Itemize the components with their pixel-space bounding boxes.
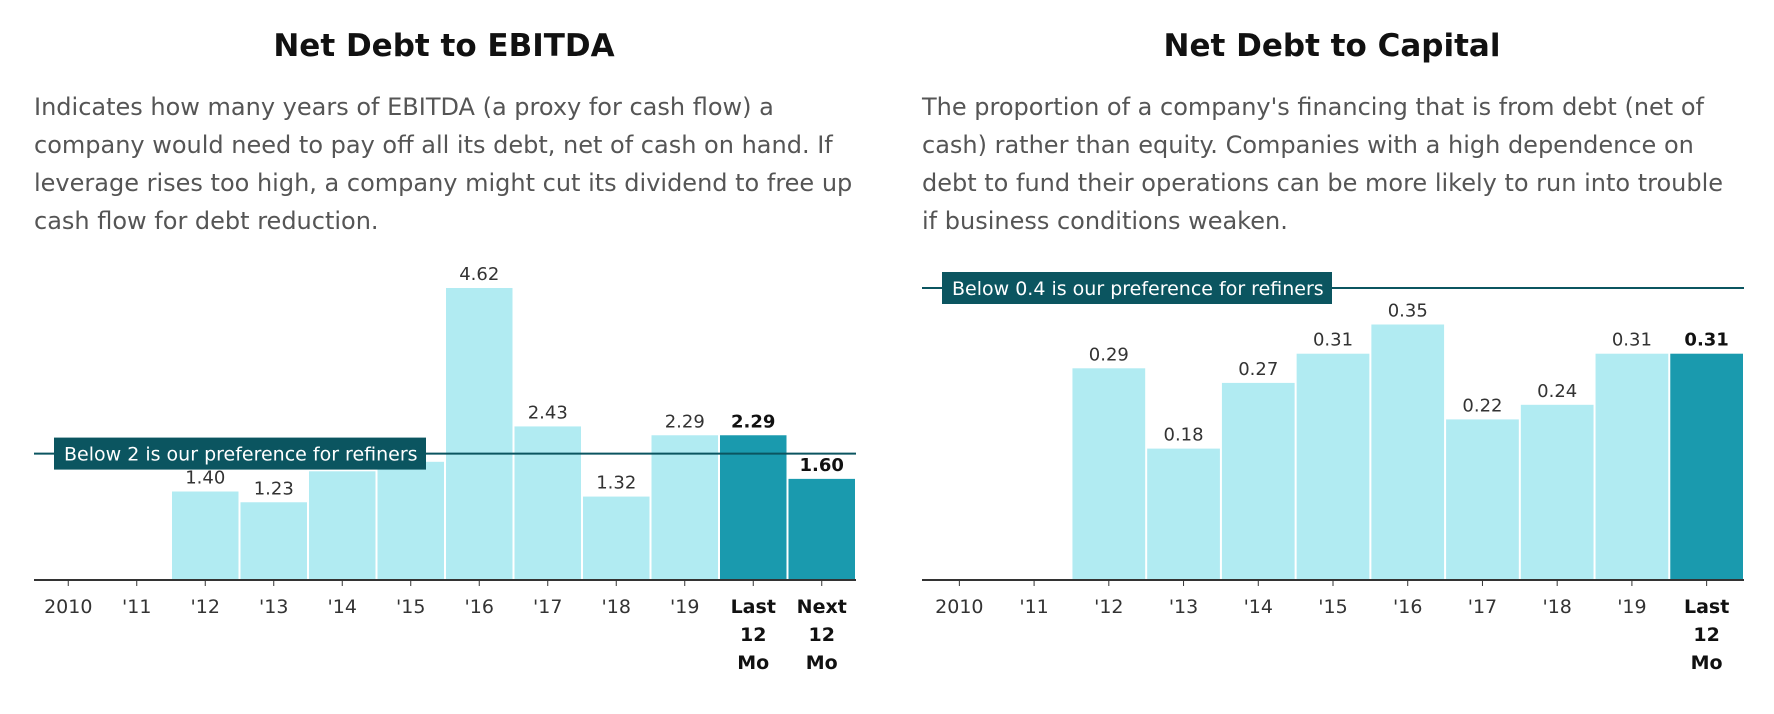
data-label-3: 0.18 xyxy=(1164,425,1204,446)
data-label-9: 0.31 xyxy=(1612,330,1652,351)
x-tick-label-10: 12 xyxy=(1693,624,1719,646)
x-tick-label-6: '16 xyxy=(465,596,494,618)
data-label-6: 4.62 xyxy=(459,264,499,285)
x-tick-label-11: Mo xyxy=(806,652,838,674)
bar-5 xyxy=(377,461,444,580)
net-debt-to-ebitda-chart: 1.40 1.23 4.62 2.43 1.32 2.29 2.29 1.60 Below 2 … xyxy=(34,264,856,674)
x-tick-label-3: '13 xyxy=(259,596,288,618)
reference-label-box xyxy=(942,272,1332,304)
x-tick-label-5: '15 xyxy=(1318,596,1347,618)
x-tick-label-10: Last xyxy=(1684,596,1729,618)
data-label-8: 1.32 xyxy=(596,473,636,494)
x-tick-label-7: '17 xyxy=(1468,596,1497,618)
bar-4 xyxy=(309,471,376,580)
data-label-6: 0.35 xyxy=(1388,301,1428,322)
x-tick-label-2: '12 xyxy=(191,596,220,618)
bar-6 xyxy=(446,288,513,580)
x-tick-label-8: '18 xyxy=(1542,596,1571,618)
reference-label: Below 2 is our preference for refiners xyxy=(64,444,418,466)
x-tick-label-4: '14 xyxy=(1244,596,1273,618)
x-tick-label-10: Mo xyxy=(737,652,769,674)
x-tick-label-11: 12 xyxy=(809,624,835,646)
x-tick-label-1: '11 xyxy=(122,596,151,618)
bar-8 xyxy=(1520,404,1594,580)
data-label-5: 0.31 xyxy=(1313,330,1353,351)
data-label-10: 0.31 xyxy=(1684,330,1728,351)
data-label-10: 2.29 xyxy=(731,411,775,432)
bar-11 xyxy=(788,478,855,580)
bar-4 xyxy=(1221,382,1295,580)
x-tick-label-6: '16 xyxy=(1393,596,1422,618)
data-label-2: 1.40 xyxy=(185,468,225,489)
x-tick-label-4: '14 xyxy=(328,596,357,618)
x-tick-label-5: '15 xyxy=(396,596,425,618)
data-label-2: 0.29 xyxy=(1089,344,1129,365)
net-debt-to-capital-chart: 0.29 0.18 0.27 0.31 0.35 0.22 0.24 0.31 0.31 Belo… xyxy=(922,272,1744,674)
data-label-8: 0.24 xyxy=(1537,381,1577,402)
x-tick-label-3: '13 xyxy=(1169,596,1198,618)
bar-9 xyxy=(651,435,718,580)
bar-2 xyxy=(1072,368,1146,580)
x-tick-label-9: '19 xyxy=(1617,596,1646,618)
bar-3 xyxy=(1147,448,1220,580)
data-label-7: 2.43 xyxy=(528,402,568,423)
x-tick-label-2: '12 xyxy=(1094,596,1123,618)
bar-3 xyxy=(240,502,307,580)
data-label-9: 2.29 xyxy=(665,411,705,432)
data-label-11: 1.60 xyxy=(800,455,844,476)
reference-label: Below 0.4 is our preference for refiners xyxy=(952,278,1324,300)
x-tick-label-10: Mo xyxy=(1691,652,1723,674)
x-tick-label-9: '19 xyxy=(670,596,699,618)
data-label-7: 0.22 xyxy=(1462,395,1502,416)
data-label-3: 1.23 xyxy=(254,478,294,499)
x-tick-label-10: 12 xyxy=(740,624,766,646)
x-tick-label-1: '11 xyxy=(1019,596,1048,618)
x-tick-label-0: 2010 xyxy=(44,596,92,618)
bar-5 xyxy=(1296,353,1370,580)
reference-label-box xyxy=(54,437,426,470)
chart-title: Net Debt to EBITDA xyxy=(273,28,615,64)
bar-10 xyxy=(1670,353,1743,580)
x-tick-label-7: '17 xyxy=(533,596,562,618)
bar-2 xyxy=(172,491,239,580)
bar-8 xyxy=(583,496,650,580)
x-tick-label-11: Next xyxy=(797,596,847,618)
chart-description: The proportion of a company's financing … xyxy=(922,93,1724,235)
x-tick-label-8: '18 xyxy=(602,596,631,618)
bar-9 xyxy=(1595,353,1669,580)
x-tick-label-10: Last xyxy=(731,596,776,618)
bar-7 xyxy=(1446,419,1519,580)
data-label-4: 0.27 xyxy=(1238,359,1278,380)
x-tick-label-0: 2010 xyxy=(935,596,983,618)
chart-title: Net Debt to Capital xyxy=(1163,28,1501,64)
chart-description: Indicates how many years of EBITDA (a pr… xyxy=(34,93,853,235)
bar-7 xyxy=(514,426,581,580)
bar-6 xyxy=(1371,324,1445,580)
bar-10 xyxy=(720,435,787,580)
